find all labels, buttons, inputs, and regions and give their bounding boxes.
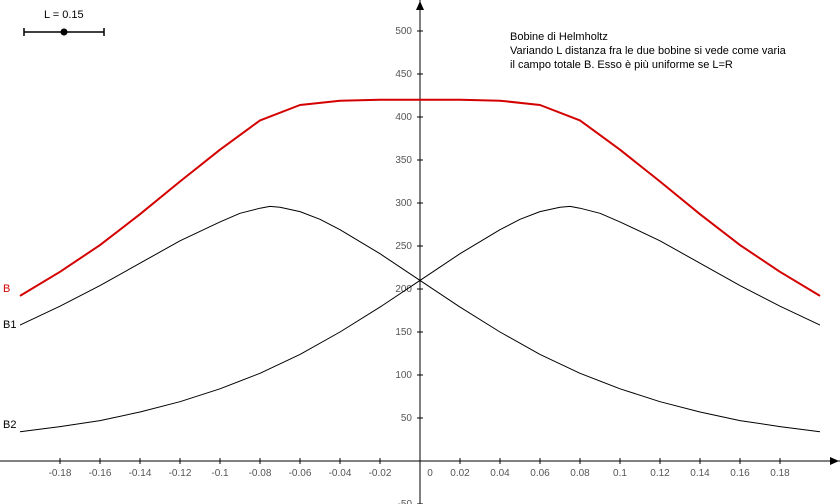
y-tick-label: 500	[395, 26, 412, 37]
x-tick-label: 0.12	[650, 468, 670, 479]
L-slider-label: L = 0.15	[44, 9, 84, 21]
y-tick-label: 200	[395, 284, 412, 295]
helmholtz-chart: -0.18 -0.16 -0.14 -0.12 -0.1 -0.08 -0.06 -0.04 -…	[0, 0, 840, 504]
x-tick-label: -0.18	[49, 468, 72, 479]
x-tick-label: -0.08	[249, 468, 272, 479]
origin-label: 0	[427, 468, 433, 479]
x-tick-label: 0.18	[770, 468, 790, 479]
annotation-line: il campo totale B. Esso è più uniforme s…	[510, 59, 733, 71]
y-tick-label: 450	[395, 69, 412, 80]
x-tick-label: 0.04	[490, 468, 510, 479]
x-tick-label: -0.12	[169, 468, 192, 479]
x-tick-label: 0.08	[570, 468, 590, 479]
annotation-line: Bobine di Helmholtz	[510, 31, 608, 43]
L-slider-knob[interactable]	[61, 29, 68, 36]
y-tick-label: 100	[395, 370, 412, 381]
x-tick-label: -0.16	[89, 468, 112, 479]
x-tick-label: 0.16	[730, 468, 750, 479]
x-tick-label: -0.02	[369, 468, 392, 479]
x-tick-label: 0.02	[450, 468, 470, 479]
x-tick-label: 0.14	[690, 468, 710, 479]
series-label-B1: B1	[3, 319, 16, 331]
series-label-B2: B2	[3, 419, 16, 431]
x-tick-label: -0.14	[129, 468, 152, 479]
x-tick-label: -0.04	[329, 468, 352, 479]
y-tick-label: 50	[401, 413, 413, 424]
y-tick-label: 300	[395, 198, 412, 209]
x-tick-label: -0.06	[289, 468, 312, 479]
annotation-line: Variando L distanza fra le due bobine si…	[510, 45, 787, 57]
y-tick-label: 150	[395, 327, 412, 338]
x-axis-arrow	[830, 457, 839, 465]
y-axis-arrow	[416, 1, 424, 10]
series-label-B: B	[3, 283, 10, 295]
y-tick-label: 400	[395, 112, 412, 123]
y-tick-label: 250	[395, 241, 412, 252]
x-tick-label: -0.1	[211, 468, 229, 479]
y-tick-label: 350	[395, 155, 412, 166]
x-tick-label: 0.1	[613, 468, 627, 479]
y-tick-label: -50	[398, 499, 413, 504]
x-tick-label: 0.06	[530, 468, 550, 479]
